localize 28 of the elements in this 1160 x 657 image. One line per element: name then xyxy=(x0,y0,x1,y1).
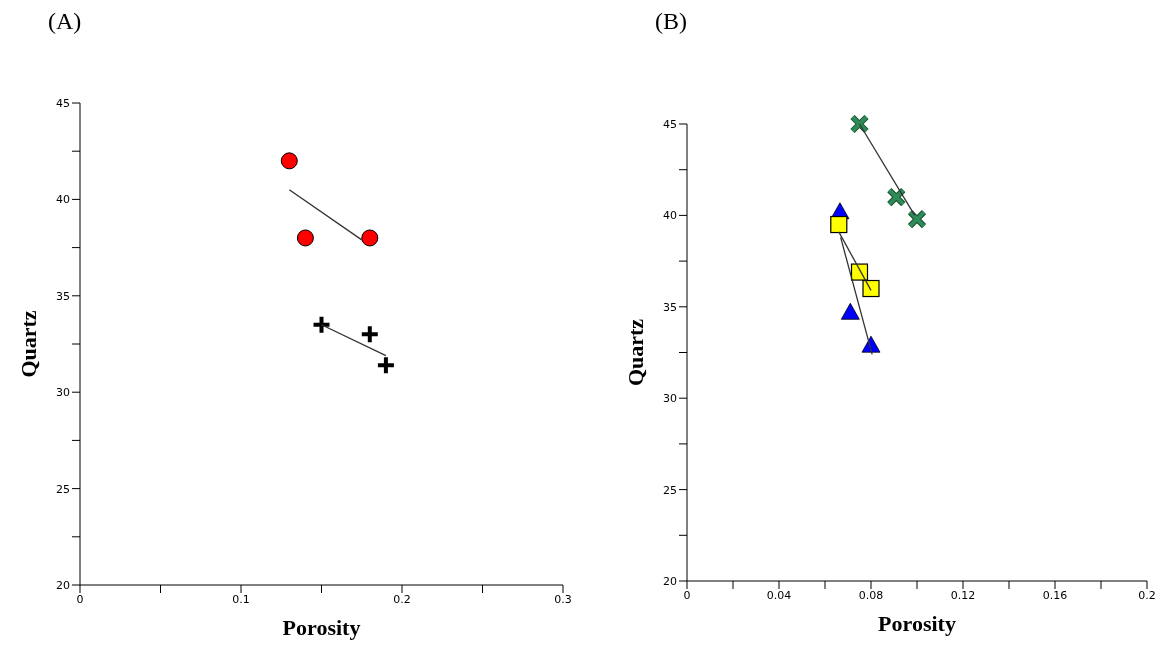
x-tick-label: 0.2 xyxy=(393,592,411,606)
x-tick-label: 0.16 xyxy=(1042,588,1068,602)
y-tick-label: 45 xyxy=(663,117,677,131)
x-tick-label: 0.12 xyxy=(950,588,976,602)
y-tick-label: 20 xyxy=(56,578,70,592)
x-tick-label: 0.2 xyxy=(1138,588,1156,602)
y-tick-label: 40 xyxy=(663,209,677,223)
x-tick-label: 0 xyxy=(76,592,84,606)
x-tick-label: 0.08 xyxy=(858,588,884,602)
chart-title: (B) xyxy=(655,8,687,35)
y-axis-title: Quartz xyxy=(622,318,648,387)
y-tick-label: 40 xyxy=(56,193,70,207)
y-tick-label: 25 xyxy=(663,483,677,497)
y-axis-title: Quartz xyxy=(15,310,41,378)
x-tick-label: 0 xyxy=(683,588,691,602)
x-axis-title: Porosity xyxy=(878,611,956,636)
y-tick-label: 30 xyxy=(663,392,677,406)
y-tick-label: 45 xyxy=(56,96,70,110)
x-tick-label: 0.04 xyxy=(766,588,792,602)
chart-title: (A) xyxy=(48,8,82,35)
x-tick-label: 0.3 xyxy=(554,592,572,606)
y-tick-label: 25 xyxy=(56,482,70,496)
x-tick-label: 0.1 xyxy=(232,592,250,606)
y-tick-label: 20 xyxy=(663,574,677,588)
y-tick-label: 30 xyxy=(56,386,70,400)
y-tick-label: 35 xyxy=(663,300,677,314)
x-axis-title: Porosity xyxy=(282,615,361,640)
y-tick-label: 35 xyxy=(56,289,70,303)
